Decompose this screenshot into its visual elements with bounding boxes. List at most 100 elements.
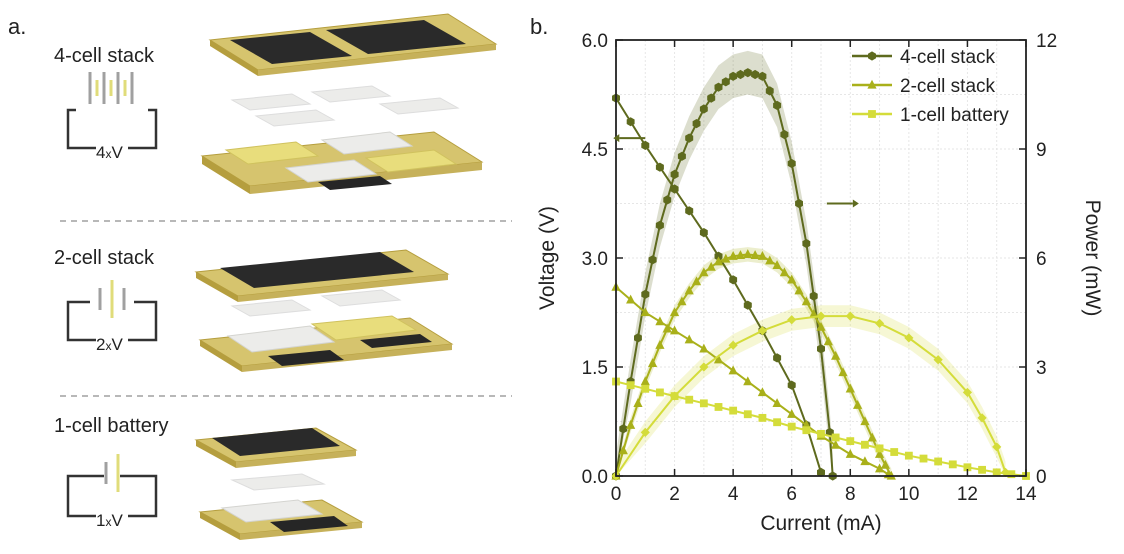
legend-label-4-cell-stack: 4-cell stack [900,47,996,68]
2-cell-stack-power-point [765,255,775,265]
2-cell-stack-voltage-point [874,463,885,473]
row-title-2-cell: 2-cell stack [54,247,155,269]
2-cell-stack-power-point [838,367,848,377]
stack-2-cell-layers [194,249,454,372]
4-cell-stack-power-point [809,291,818,301]
1-cell-battery-power-point [933,355,943,365]
panel-a-label: a. [8,14,26,39]
1-cell-battery-voltage-point [890,448,899,456]
y-tick-label-left: 4.5 [582,140,608,161]
1-cell-battery-voltage-point [758,413,767,422]
2-cell-stack-power-point [648,358,658,368]
2-cell-stack-voltage-point [655,316,665,326]
2-cell-stack-power-point [713,256,724,266]
2-cell-stack-power-point [669,307,680,317]
circuit-4-cell: 4xV [66,72,158,162]
1-cell-battery-voltage-point [831,433,840,442]
y-tick-label-right: 3 [1036,358,1047,379]
2-cell-stack-power-point [743,249,753,259]
4-cell-stack-power-point [641,289,650,299]
4-cell-stack-power-point [655,220,664,230]
4-cell-stack-power-point [817,344,825,354]
2-cell-stack-voltage-point [699,343,709,353]
y-axis-label-right: Power (mW) [1081,200,1104,317]
4-cell-stack-power-point [714,82,723,92]
1-cell-battery-power-line [615,315,1007,477]
2-cell-stack-power-point [867,432,877,442]
2-cell-stack-power-point [757,250,768,260]
4-cell-stack-power-point [743,68,752,78]
4-cell-stack-voltage-point [626,117,635,127]
x-tick-label: 4 [728,484,739,505]
4-cell-stack-power-point [758,71,767,81]
2-cell-stack-power-point [853,399,863,409]
1-cell-battery-power-point [904,333,914,343]
svg-text:1xV: 1xV [96,511,123,530]
4-cell-stack-power-point [795,198,803,209]
1-cell-battery-power-point [962,387,973,398]
2-cell-stack-power-point [874,449,885,458]
4-cell-stack-power-point [634,333,642,343]
series-layer [611,68,1030,481]
voltage-label-4-v: V [111,143,123,162]
2-cell-stack-power-point [677,296,687,306]
2-cell-stack-voltage-point [860,456,870,466]
2-cell-stack-power-point [691,276,702,286]
1-cell-battery-power-point [1000,467,1011,477]
4-cell-stack-voltage-point [729,275,738,285]
legend-label-2-cell-stack: 2-cell stack [900,76,996,97]
legend: 4-cell stack 2-cell stack 1-cell battery [852,47,1009,126]
2-cell-stack-power-point [618,445,628,455]
4-cell-stack-power-point [802,238,811,249]
2-cell-stack-power-point [860,416,870,426]
2-cell-stack-power-point [801,296,811,306]
voltage-label-2-v: V [111,335,123,354]
2-cell-stack-power-point [626,419,636,429]
legend-marker-4-cell-stack [868,51,876,61]
y-tick-label-right: 0 [1036,467,1047,488]
stack-1-cell-layers [194,427,364,540]
1-cell-battery-voltage-point [963,463,972,472]
annotation-layer [613,134,859,208]
1-cell-battery-voltage-point [948,460,957,469]
1-cell-battery-voltage-point [641,384,650,393]
svg-text:4xV: 4xV [96,143,123,162]
4-cell-stack-power-point [736,69,745,80]
1-cell-battery-power-point [845,311,855,321]
4-cell-stack-power-point [648,255,657,265]
2-cell-stack-voltage-point [684,334,694,344]
legend-marker-1-cell-battery [868,110,876,118]
2-cell-stack-power-point [735,250,746,259]
4-cell-stack-power-point [729,71,738,81]
voltage-label-1-x: x [105,515,111,529]
1-cell-battery-voltage-point [875,444,884,453]
legend-label-1-cell-battery: 1-cell battery [900,105,1009,126]
axes-layer: 0 2 4 6 8 10 12 14 0.0 1.5 3.0 4.5 6.0 0 3 6 9 12 [582,31,1058,505]
row-4-cell: 4-cell stack 4xV [54,13,498,194]
2-cell-stack-voltage-point [772,398,782,408]
2-cell-stack-power-point [816,321,826,331]
2-cell-stack-voltage-point [831,439,841,449]
2-cell-stack-voltage-point [757,387,768,397]
circuit-2-cell: 2xV [66,280,158,354]
x-tick-label: 6 [786,484,797,505]
x-tick-label: 8 [845,484,856,505]
4-cell-stack-power-point [780,129,789,140]
4-cell-stack-power-point [677,151,686,161]
voltage-label-1-v: V [111,511,123,530]
y-tick-label-left: 1.5 [582,358,608,379]
2-cell-stack-voltage-point [743,376,753,386]
y-tick-label-right: 6 [1036,249,1047,270]
2-cell-stack-power-point [794,285,804,295]
4-cell-stack-voltage-point [670,184,679,194]
1-cell-battery-voltage-point [817,429,825,438]
4-cell-stack-voltage-point [773,353,782,363]
2-cell-stack-power-point [640,376,650,386]
x-tick-label: 2 [669,484,680,505]
svg-text:2xV: 2xV [96,335,123,354]
chart-panel-b: b. 0 2 4 6 8 10 12 14 0.0 1.5 3.0 4.5 6.0 0 3 6 9 12 4-ce… [530,14,1104,535]
1-cell-battery-power-point [787,315,797,325]
voltage-label-1-num: 1 [96,511,105,530]
2-cell-stack-power-point [728,250,738,260]
1-cell-battery-voltage-point [787,422,796,431]
